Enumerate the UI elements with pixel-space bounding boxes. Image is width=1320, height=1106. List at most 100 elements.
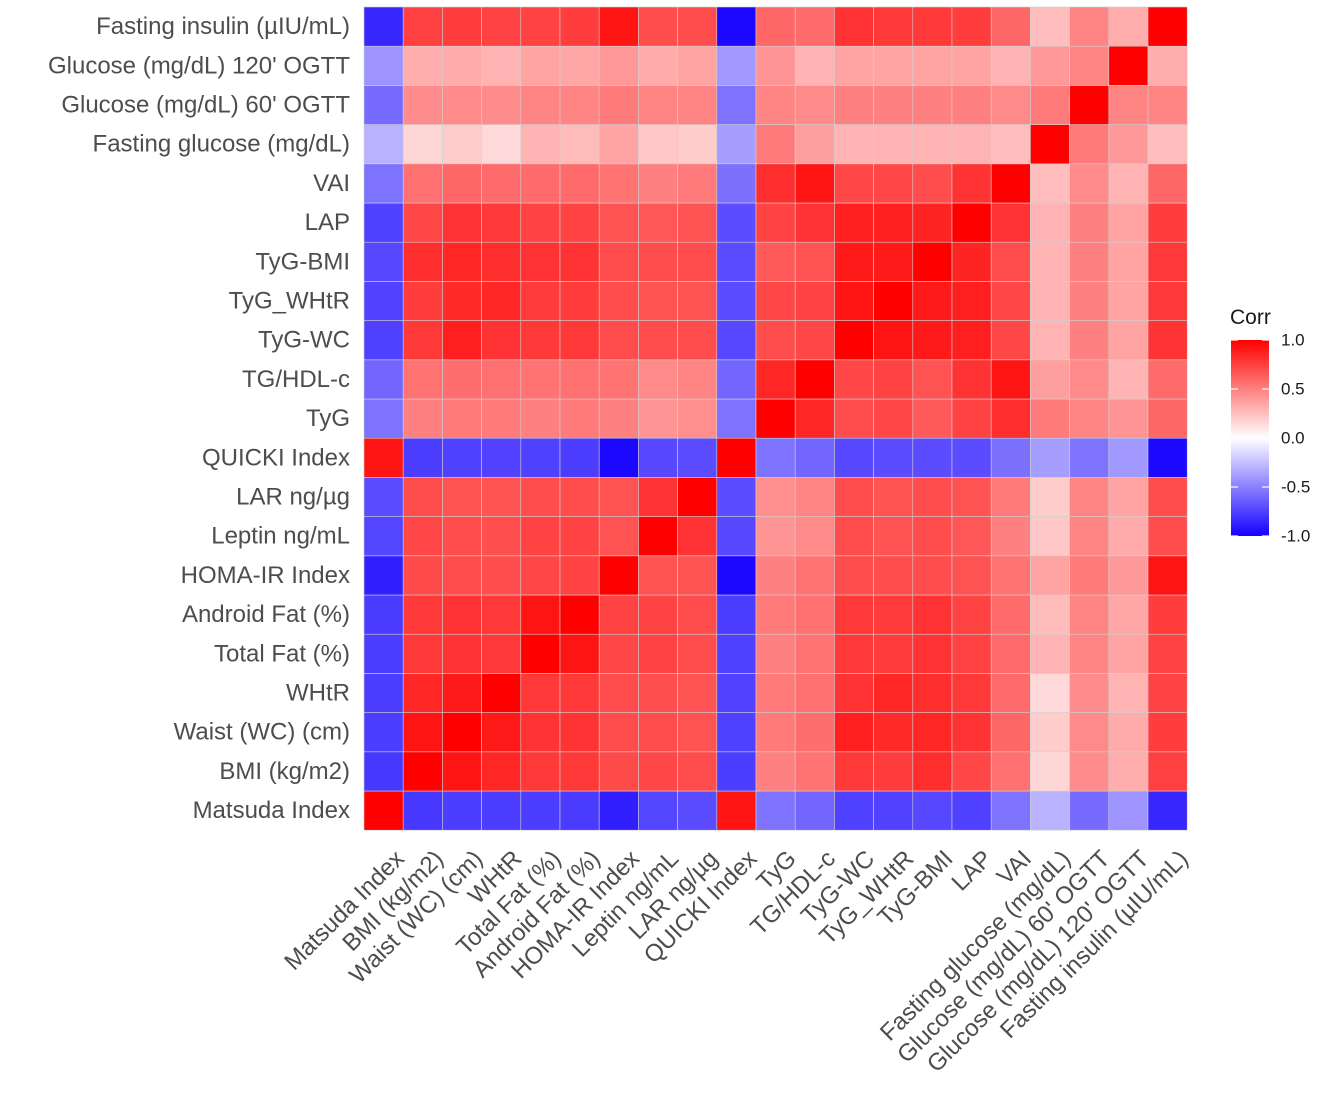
heatmap-cell-tg-hdl-c--waist-wc-cm <box>442 359 482 400</box>
heatmap-cell-quicki-index--homa-ir-index <box>598 437 639 478</box>
heatmap-cell-lar-ng-g--tyg-whtr <box>873 477 914 517</box>
heatmap-cell-whtr--fasting-glucose-mg-dl <box>1030 673 1070 713</box>
heatmap-cell-fasting-glucose-mg-dl--leptin-ng-ml <box>638 124 678 165</box>
y-axis-tick-labels: Matsuda Index BMI (kg/m2) Waist (WC) (cm) W… <box>48 13 350 824</box>
heatmap-cell-fasting-insulin-iu-ml--tg-hdl-c <box>794 6 835 47</box>
heatmap-cell-waist-wc-cm--fasting-glucose-mg-dl <box>1030 712 1070 753</box>
heatmap-cell-tg-hdl-c--fasting-glucose-mg-dl <box>1030 359 1070 400</box>
heatmap-cell-fasting-glucose-mg-dl--android-fat <box>559 124 600 165</box>
heatmap-cell-matsuda-index--leptin-ng-ml <box>638 790 678 831</box>
heatmap-cell-fasting-glucose-mg-dl--quicki-index <box>716 124 757 165</box>
heatmap-cell-waist-wc-cm--lar-ng-g <box>677 712 718 753</box>
heatmap-cell-leptin-ng-ml--vai <box>990 516 1031 557</box>
heatmap-cell-tyg-wc--leptin-ng-ml <box>638 320 678 361</box>
heatmap-cell-total-fat--tyg-whtr <box>873 633 914 674</box>
heatmap-cell-lap--glucose-mg-dl-120-ogtt <box>1108 202 1149 243</box>
heatmap-cell-glucose-mg-dl-120-ogtt--tyg-bmi <box>912 45 953 86</box>
heatmap-cell-leptin-ng-ml--bmi-kg-m2 <box>402 516 443 557</box>
heatmap-cell-leptin-ng-ml--quicki-index <box>716 516 757 557</box>
heatmap-cell-matsuda-index--waist-wc-cm <box>442 790 482 831</box>
heatmap-cell-android-fat--android-fat <box>559 594 600 635</box>
heatmap-cell-fasting-glucose-mg-dl--glucose-mg-dl-60-ogtt <box>1069 124 1110 165</box>
heatmap-cell-quicki-index--total-fat <box>520 437 561 478</box>
heatmap-cell-waist-wc-cm--homa-ir-index <box>598 712 639 753</box>
heatmap-cell-homa-ir-index--fasting-insulin-iu-ml <box>1147 555 1188 596</box>
heatmap-cell-bmi-kg-m2--fasting-glucose-mg-dl <box>1030 751 1070 792</box>
heatmap-cell-lap--waist-wc-cm <box>442 202 482 243</box>
heatmap-cell-total-fat--tyg-bmi <box>912 633 953 674</box>
heatmap-cell-homa-ir-index--homa-ir-index <box>598 555 639 596</box>
heatmap-cell-lar-ng-g--glucose-mg-dl-120-ogtt <box>1108 477 1149 517</box>
heatmap-cell-waist-wc-cm--leptin-ng-ml <box>638 712 678 753</box>
heatmap-cell-android-fat--lap <box>951 594 992 635</box>
heatmap-cell-tyg--vai <box>990 398 1031 439</box>
heatmap-cell-glucose-mg-dl-60-ogtt--tyg <box>755 85 796 125</box>
y-tick-label: Leptin ng/mL <box>211 523 350 550</box>
heatmap-cell-whtr--tyg <box>755 673 796 713</box>
heatmap-cell-whtr--homa-ir-index <box>598 673 639 713</box>
heatmap-cell-homa-ir-index--whtr <box>481 555 522 596</box>
heatmap-cell-fasting-insulin-iu-ml--leptin-ng-ml <box>638 6 678 47</box>
heatmap-cell-fasting-glucose-mg-dl--tyg-bmi <box>912 124 953 165</box>
y-tick-label: Total Fat (%) <box>214 640 350 667</box>
heatmap-cell-tyg-wc--tyg-bmi <box>912 320 953 361</box>
heatmap-cell-glucose-mg-dl-60-ogtt--glucose-mg-dl-120-ogtt <box>1108 85 1149 125</box>
heatmap-cell-bmi-kg-m2--quicki-index <box>716 751 757 792</box>
legend-tick-label: 0.0 <box>1281 429 1305 448</box>
heatmap-cell-fasting-insulin-iu-ml--glucose-mg-dl-120-ogtt <box>1108 6 1149 47</box>
heatmap-cell-whtr--glucose-mg-dl-60-ogtt <box>1069 673 1110 713</box>
heatmap-cell-tyg-bmi--fasting-glucose-mg-dl <box>1030 241 1070 282</box>
heatmap-cell-matsuda-index--android-fat <box>559 790 600 831</box>
heatmap-cell-waist-wc-cm--glucose-mg-dl-60-ogtt <box>1069 712 1110 753</box>
heatmap-cell-fasting-insulin-iu-ml--homa-ir-index <box>598 6 639 47</box>
heatmap-cell-glucose-mg-dl-60-ogtt--fasting-insulin-iu-ml <box>1147 85 1188 125</box>
heatmap-cell-leptin-ng-ml--tyg <box>755 516 796 557</box>
heatmap-cell-lap--fasting-insulin-iu-ml <box>1147 202 1188 243</box>
heatmap-cell-vai--lar-ng-g <box>677 163 718 204</box>
heatmap-cell-whtr--lap <box>951 673 992 713</box>
heatmap-cell-whtr--tyg-wc <box>834 673 874 713</box>
heatmap-cell-homa-ir-index--vai <box>990 555 1031 596</box>
heatmap-cell-bmi-kg-m2--leptin-ng-ml <box>638 751 678 792</box>
heatmap-cell-quicki-index--tyg-bmi <box>912 437 953 478</box>
heatmap-cell-tyg-whtr--quicki-index <box>716 281 757 321</box>
heatmap-cell-bmi-kg-m2--tyg-wc <box>834 751 874 792</box>
heatmap-cell-glucose-mg-dl-120-ogtt--fasting-glucose-mg-dl <box>1030 45 1070 86</box>
heatmap-cell-glucose-mg-dl-60-ogtt--matsuda-index <box>363 85 404 125</box>
heatmap-cell-bmi-kg-m2--glucose-mg-dl-120-ogtt <box>1108 751 1149 792</box>
heatmap-cell-matsuda-index--vai <box>990 790 1031 831</box>
heatmap-cell-fasting-insulin-iu-ml--total-fat <box>520 6 561 47</box>
heatmap-cell-waist-wc-cm--tyg-whtr <box>873 712 914 753</box>
heatmap-cell-vai--total-fat <box>520 163 561 204</box>
heatmap-cell-fasting-glucose-mg-dl--fasting-glucose-mg-dl <box>1030 124 1070 165</box>
heatmap-cell-glucose-mg-dl-120-ogtt--lap <box>951 45 992 86</box>
heatmap-cell-homa-ir-index--glucose-mg-dl-60-ogtt <box>1069 555 1110 596</box>
heatmap-cell-glucose-mg-dl-120-ogtt--bmi-kg-m2 <box>402 45 443 86</box>
legend-tick-label: -0.5 <box>1281 478 1310 497</box>
heatmap-cell-quicki-index--tyg-whtr <box>873 437 914 478</box>
heatmap-cell-tyg-bmi--waist-wc-cm <box>442 241 482 282</box>
y-tick-label: TG/HDL-c <box>242 366 350 393</box>
heatmap-cell-tg-hdl-c--fasting-insulin-iu-ml <box>1147 359 1188 400</box>
heatmap-cell-lap--leptin-ng-ml <box>638 202 678 243</box>
heatmap-cell-lar-ng-g--total-fat <box>520 477 561 517</box>
heatmap-cell-leptin-ng-ml--tg-hdl-c <box>794 516 835 557</box>
y-tick-label: VAI <box>313 170 350 197</box>
heatmap-cell-tyg--total-fat <box>520 398 561 439</box>
heatmap-cell-whtr--fasting-insulin-iu-ml <box>1147 673 1188 713</box>
heatmap-cell-tyg--fasting-glucose-mg-dl <box>1030 398 1070 439</box>
heatmap-cell-leptin-ng-ml--fasting-insulin-iu-ml <box>1147 516 1188 557</box>
heatmap-cell-matsuda-index--homa-ir-index <box>598 790 639 831</box>
heatmap-cell-tyg-whtr--fasting-insulin-iu-ml <box>1147 281 1188 321</box>
heatmap-cell-tyg--fasting-insulin-iu-ml <box>1147 398 1188 439</box>
heatmap-cell-glucose-mg-dl-120-ogtt--homa-ir-index <box>598 45 639 86</box>
heatmap-cell-android-fat--glucose-mg-dl-60-ogtt <box>1069 594 1110 635</box>
heatmap-cell-tyg-wc--lar-ng-g <box>677 320 718 361</box>
heatmap-cell-fasting-glucose-mg-dl--lap <box>951 124 992 165</box>
heatmap-cell-bmi-kg-m2--tyg-whtr <box>873 751 914 792</box>
heatmap-cell-fasting-insulin-iu-ml--fasting-glucose-mg-dl <box>1030 6 1070 47</box>
heatmap-cell-tyg--tg-hdl-c <box>794 398 835 439</box>
heatmap-cell-tyg--tyg-whtr <box>873 398 914 439</box>
heatmap-cell-fasting-insulin-iu-ml--tyg-wc <box>834 6 874 47</box>
heatmap-cell-tyg-wc--tyg-whtr <box>873 320 914 361</box>
